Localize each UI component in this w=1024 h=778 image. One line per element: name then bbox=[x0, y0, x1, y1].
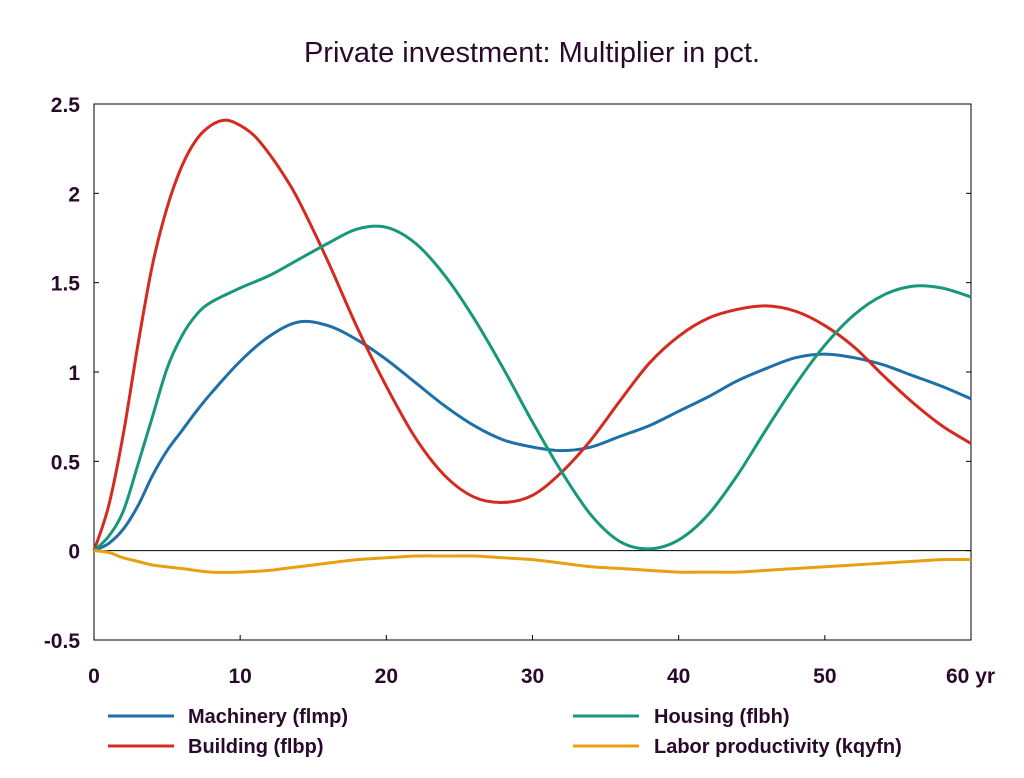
x-tick-label: 20 bbox=[375, 665, 398, 688]
chart-title: Private investment: Multiplier in pct. bbox=[304, 37, 760, 69]
legend-label-labor-productivity: Labor productivity (kqyfn) bbox=[654, 736, 902, 758]
x-axis: 0 10 20 30 40 50 60 yr bbox=[88, 635, 995, 688]
y-tick-label: 2 bbox=[68, 183, 80, 206]
y-tick-label: 0 bbox=[68, 541, 80, 564]
legend: Machinery (flmp) Housing (flbh) Building… bbox=[108, 706, 902, 758]
legend-label-machinery: Machinery (flmp) bbox=[188, 706, 348, 728]
x-tick-label: 40 bbox=[667, 665, 690, 688]
y-tick-label: 1.5 bbox=[51, 273, 81, 296]
y-tick-label: -0.5 bbox=[44, 630, 81, 653]
series-line-machinery bbox=[93, 319, 972, 553]
x-tick-label: 0 bbox=[88, 665, 100, 688]
series-layer bbox=[92, 118, 972, 574]
legend-item-housing: Housing (flbh) bbox=[573, 706, 790, 728]
series-line-labor-productivity bbox=[93, 549, 972, 574]
series-line-building bbox=[92, 118, 972, 552]
series-line-housing bbox=[92, 224, 972, 552]
y-tick-label: 0.5 bbox=[51, 451, 81, 474]
legend-label-housing: Housing (flbh) bbox=[654, 706, 790, 728]
y-axis: 2.5 2 1.5 1 0.5 0 -0.5 bbox=[44, 94, 971, 653]
legend-label-building: Building (flbp) bbox=[188, 736, 324, 758]
y-tick-label: 2.5 bbox=[51, 94, 81, 117]
x-tick-label: 30 bbox=[521, 665, 544, 688]
x-tick-label: 10 bbox=[228, 665, 251, 688]
x-tick-label: 50 bbox=[813, 665, 836, 688]
legend-item-machinery: Machinery (flmp) bbox=[108, 706, 348, 728]
x-tick-label: 60 yr bbox=[946, 665, 995, 688]
y-tick-label: 1 bbox=[68, 362, 80, 385]
legend-item-building: Building (flbp) bbox=[108, 736, 324, 758]
plot-area: 2.5 2 1.5 1 0.5 0 -0.5 0 10 20 30 40 50 60 yr bbox=[44, 94, 995, 688]
legend-item-labor-productivity: Labor productivity (kqyfn) bbox=[573, 736, 902, 758]
